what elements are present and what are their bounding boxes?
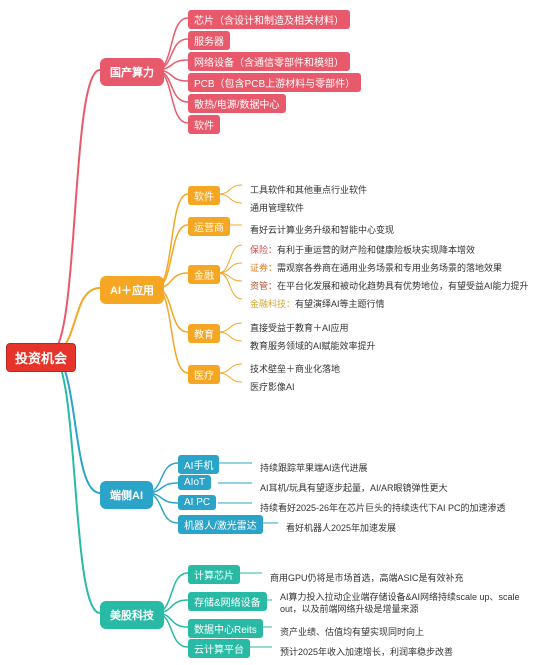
b3-phone: AI手机 — [178, 455, 219, 474]
b2-education: 教育 — [188, 324, 220, 343]
branch-ai-app: AI＋应用 — [100, 276, 164, 304]
b2-software-l1: 通用管理软件 — [242, 197, 312, 218]
b3-pc-l: 持续看好2025-26年在芯片巨头的持续迭代下AI PC的加速渗透 — [252, 497, 514, 518]
b4-cloud-l: 预计2025年收入加速增长，利润率稳步改善 — [272, 641, 461, 662]
branch-edge-ai: 端侧AI — [100, 481, 153, 509]
b2-med-l1: 医疗影像AI — [242, 376, 303, 397]
b2-fin-fintech: 金融科技：有望演绎AI等主题行情 — [242, 293, 393, 314]
b4-storage: 存储&网络设备 — [188, 592, 267, 611]
branch-us-tech: 美股科技 — [100, 601, 164, 629]
b2-finance: 金融 — [188, 265, 220, 284]
b1-software: 软件 — [188, 115, 220, 134]
b3-robot: 机器人/激光雷达 — [178, 515, 263, 534]
b2-software: 软件 — [188, 186, 220, 205]
b1-chip: 芯片（含设计和制造及相关材料） — [188, 10, 350, 29]
b4-storage-l: AI算力投入拉动企业端存储设备&AI网络持续scale up、scale out… — [272, 588, 542, 619]
b3-aiot: AIoT — [178, 475, 211, 490]
b2-telecom: 运营商 — [188, 217, 230, 236]
b3-pc: AI PC — [178, 495, 216, 510]
b1-cooling: 散热/电源/数据中心 — [188, 94, 286, 113]
b4-chip: 计算芯片 — [188, 565, 240, 584]
b1-pcb: PCB（包含PCB上游材料与零部件） — [188, 73, 361, 92]
root-node: 投资机会 — [6, 343, 76, 372]
b1-network: 网络设备（含通信零部件和模组） — [188, 52, 350, 71]
b2-edu-l1: 教育服务领域的AI赋能效率提升 — [242, 335, 384, 356]
b1-server: 服务器 — [188, 31, 230, 50]
b3-phone-l: 持续跟踪苹果端AI迭代进展 — [252, 457, 376, 478]
b4-reits-l: 资产业绩、估值均有望实现同时向上 — [272, 621, 432, 642]
b3-aiot-l: AI耳机/玩具有望逐步起量，AI/AR眼镜弹性更大 — [252, 477, 456, 498]
b3-robot-l: 看好机器人2025年加速发展 — [278, 517, 404, 538]
b2-medical: 医疗 — [188, 365, 220, 384]
branch-domestic-compute: 国产算力 — [100, 58, 164, 86]
b4-cloud: 云计算平台 — [188, 639, 250, 658]
b4-reits: 数据中心Reits — [188, 619, 263, 638]
b4-chip-l: 商用GPU仍将是市场首选，高端ASIC是有效补充 — [262, 567, 472, 588]
b2-telecom-l0: 看好云计算业务升级和智能中心变现 — [242, 219, 402, 240]
